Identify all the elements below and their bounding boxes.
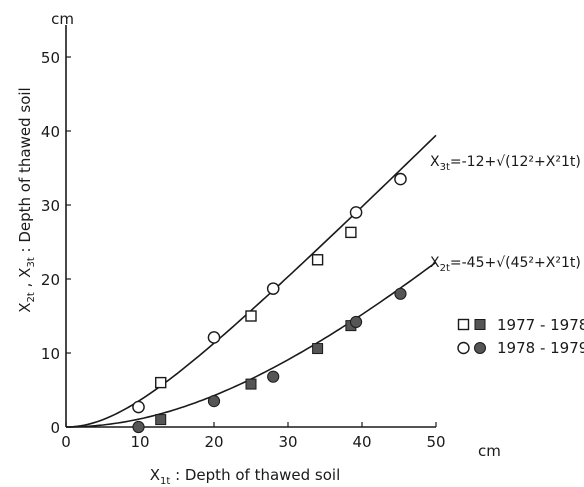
open-circle-point: [394, 172, 407, 186]
open-circle-point: [207, 331, 221, 344]
legend-label-1978-1979: 1978 - 1979: [497, 339, 584, 357]
y-tick-label: 10: [41, 345, 60, 363]
filled-square-point: [312, 343, 324, 355]
y-tick-label: 50: [41, 49, 60, 67]
y-axis-label: X2t , X3t : Depth of thawed soil: [16, 87, 37, 312]
open-circle-point: [132, 400, 145, 414]
filled-circle-point: [207, 395, 221, 408]
x-tick-label: 20: [204, 433, 223, 451]
x-tick-label: 30: [278, 433, 297, 451]
legend-open-circle-marker: [457, 341, 470, 355]
x-tick-label: 50: [426, 433, 445, 451]
legend-entry-1978-1979: 1978 - 1979: [457, 339, 584, 357]
legend-open-square-marker: [457, 318, 470, 331]
y-tick-label: 30: [41, 197, 60, 215]
legend-filled-square-marker: [474, 319, 486, 330]
filled-square-point: [155, 414, 167, 426]
axes: 0 10 20 30 40 50 0 10 20 30 40 50: [41, 25, 446, 451]
legend-entry-1977-1978: 1977 - 1978: [457, 316, 584, 334]
y-axis-unit: cm: [51, 10, 74, 28]
x-tick-label: 40: [352, 433, 371, 451]
x-tick-label: 10: [130, 433, 149, 451]
open-square-point: [155, 376, 167, 389]
open-square-point: [311, 254, 324, 266]
legend-filled-circle-marker: [474, 342, 486, 354]
legend: 1977 - 1978 1978 - 1979: [457, 316, 584, 357]
filled-square-point: [245, 378, 257, 390]
x-axis-label: X1t : Depth of thawed soil: [150, 466, 341, 487]
filled-circle-point: [349, 315, 363, 329]
filled-circle-point: [394, 287, 407, 300]
open-square-point: [345, 226, 357, 239]
equation-x2t: X2t=-45+√(45²+X²1t): [430, 255, 581, 274]
x-axis-unit: cm: [478, 442, 501, 460]
curve-x2t: [66, 261, 437, 428]
legend-label-1977-1978: 1977 - 1978: [497, 316, 584, 334]
x-tick-label: 0: [61, 433, 71, 451]
y-tick-label: 20: [41, 271, 60, 289]
filled-circle-point: [132, 420, 145, 434]
equation-x3t: X3t=-12+√(12²+X²1t): [430, 154, 581, 173]
y-tick-label: 40: [41, 123, 60, 141]
open-circle-point: [266, 282, 280, 295]
open-circle-point: [349, 206, 363, 219]
filled-circle-point: [267, 370, 280, 383]
data-points: [132, 172, 407, 434]
open-square-point: [245, 310, 257, 322]
y-tick-label: 0: [50, 419, 60, 437]
